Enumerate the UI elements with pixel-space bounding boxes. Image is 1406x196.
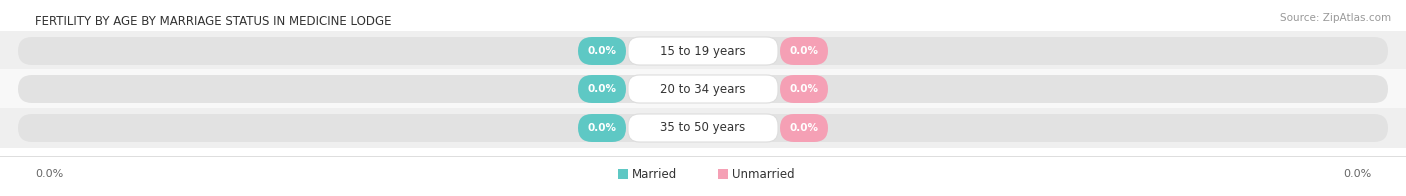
FancyBboxPatch shape [780, 37, 828, 65]
FancyBboxPatch shape [780, 114, 828, 142]
Text: 0.0%: 0.0% [790, 46, 818, 56]
Bar [619, 169, 628, 179]
Text: 15 to 19 years: 15 to 19 years [661, 44, 745, 57]
Text: 0.0%: 0.0% [790, 84, 818, 94]
Text: 35 to 50 years: 35 to 50 years [661, 122, 745, 134]
Text: 0.0%: 0.0% [790, 123, 818, 133]
FancyBboxPatch shape [578, 37, 626, 65]
Bar [0, 31, 1406, 71]
Text: 0.0%: 0.0% [588, 84, 616, 94]
FancyBboxPatch shape [578, 114, 626, 142]
Text: Source: ZipAtlas.com: Source: ZipAtlas.com [1279, 13, 1391, 23]
FancyBboxPatch shape [18, 114, 1388, 142]
Text: Unmarried: Unmarried [733, 168, 794, 181]
Bar [0, 108, 1406, 148]
Text: 0.0%: 0.0% [588, 123, 616, 133]
FancyBboxPatch shape [578, 75, 626, 103]
FancyBboxPatch shape [18, 37, 1388, 65]
Text: 0.0%: 0.0% [35, 169, 63, 179]
Text: 20 to 34 years: 20 to 34 years [661, 83, 745, 95]
Text: 0.0%: 0.0% [588, 46, 616, 56]
FancyBboxPatch shape [628, 37, 778, 65]
Bar [718, 169, 728, 179]
FancyBboxPatch shape [628, 75, 778, 103]
FancyBboxPatch shape [780, 75, 828, 103]
Bar [0, 69, 1406, 109]
Text: 0.0%: 0.0% [1343, 169, 1371, 179]
FancyBboxPatch shape [628, 114, 778, 142]
Text: FERTILITY BY AGE BY MARRIAGE STATUS IN MEDICINE LODGE: FERTILITY BY AGE BY MARRIAGE STATUS IN M… [35, 15, 391, 27]
Text: Married: Married [633, 168, 678, 181]
FancyBboxPatch shape [18, 75, 1388, 103]
